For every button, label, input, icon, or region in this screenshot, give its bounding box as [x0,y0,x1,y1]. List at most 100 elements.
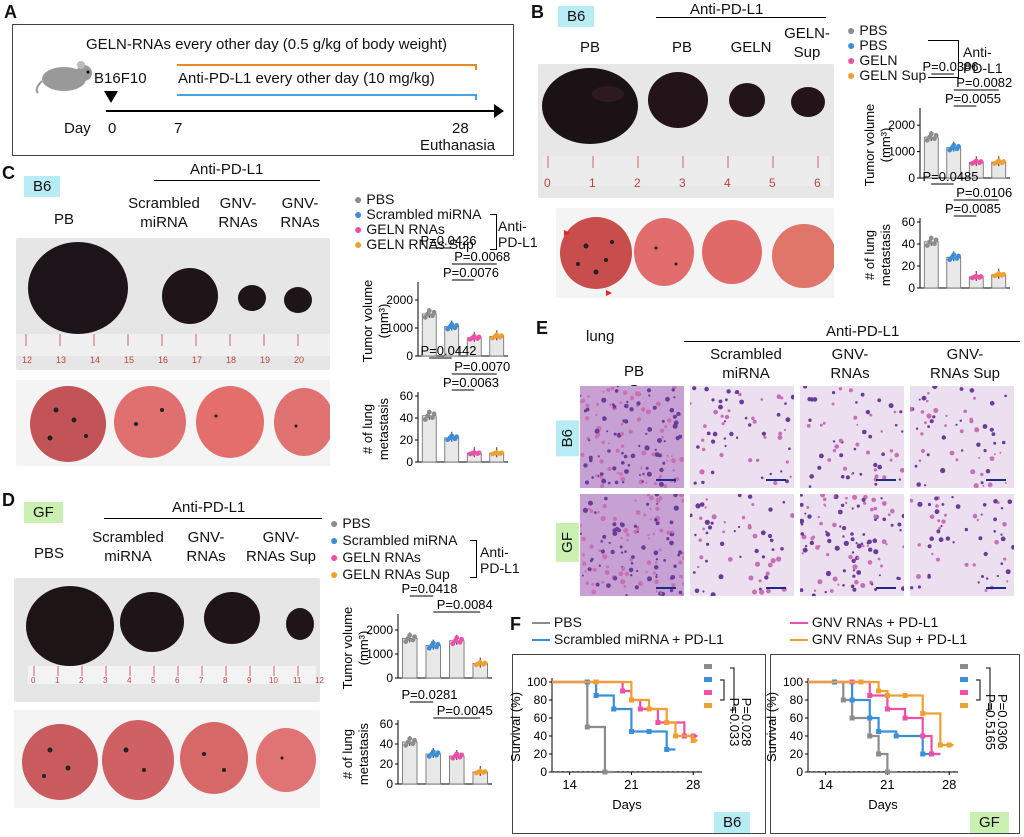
side-marker-3 [960,703,968,708]
panel-d-lung-photo [14,710,320,808]
censor-mark [611,706,617,712]
legend-b-gelnsup: GELN Sup [859,67,927,83]
data-point [973,158,979,164]
legend-b-pbs: PBS [859,22,888,38]
data-point [454,434,459,440]
data-point [951,142,957,148]
y-axis-label: # of lung [360,404,375,454]
x-tick-label: 28 [942,777,956,792]
data-point [454,635,460,641]
panel-c-cond-4: GNV- RNAs [280,195,320,231]
panel-f-tag-b6: B6 [714,812,751,833]
censor-mark [628,697,634,703]
panel-d-ruler-7: 7 [199,676,204,685]
censor-mark [876,729,882,734]
y-axis-label: (mm³) [376,304,391,339]
y-tick-label: 20 [902,259,916,273]
data-point [430,415,435,421]
censor-mark [867,715,873,721]
data-point [476,334,482,340]
legend-c-group: Anti- PD-L1 [498,218,538,250]
day-0: 0 [108,120,117,137]
p-value-label: P=0.0070 [454,359,510,374]
data-point [499,450,504,456]
y-tick-label: 2000 [888,118,915,132]
panel-d-tag: GF [24,502,63,523]
panel-c-ruler-19: 19 [260,355,271,365]
euthanasia-label: Euthanasia [420,137,496,154]
data-point [978,159,984,164]
censor-mark [884,706,890,712]
y-axis-label: (mm³) [878,128,893,163]
p-value-label: P=0.0055 [945,91,1001,106]
y-tick-label: 40 [380,737,394,751]
data-point [430,749,436,754]
panel-c-lung-photo [16,380,334,466]
legend-f-gnv: GNV RNAs + PD-L1 [811,614,939,630]
censor-mark [628,729,634,734]
panel-d-ruler-8: 8 [223,676,228,685]
panel-d-ruler-1: 1 [55,676,60,685]
p-value-2: P=0.0306 [995,694,1010,750]
legend-c-pbs: PBS [366,191,395,207]
censor-mark [593,679,599,685]
y-tick-label: 80 [790,693,804,707]
y-tick-label: 0 [386,671,393,685]
legend-c-scr: Scrambled miRNA [366,206,482,222]
data-point [454,323,459,328]
x-axis-label: Days [612,797,642,812]
panel-d-cond-1: PBS [33,545,64,562]
survival-chart-1: 100 80 60 40 20 0 14 21 28 Days Survival (%) P=0.51… [764,664,1010,812]
y-axis-label: Tumor volume [360,280,375,363]
panel-d-legend: ● PBS ● Scrambled miRNA ● GELN RNAs ● GE… [330,515,458,582]
data-point [431,411,437,417]
y-tick-label: 100 [783,675,803,689]
y-tick-label: 40 [790,729,804,743]
y-tick-label: 40 [400,411,414,425]
y-axis-label: Tumor volume [340,607,355,690]
day-label: Day [64,120,91,137]
data-point [933,237,939,243]
histology-tile-r1-c1 [580,386,684,488]
side-marker-1 [960,677,968,682]
panel-b-cond-4: GELN- Sup [784,25,830,61]
panel-c-ruler-18: 18 [226,355,237,365]
data-point [996,271,1002,277]
censor-mark [876,688,882,694]
y-tick-label: 0 [908,171,915,185]
censor-mark [876,751,882,757]
day-28: 28 [452,120,469,137]
panel-d-ruler-5: 5 [151,676,156,685]
y-tick-label: 2000 [366,623,393,637]
censor-mark [840,697,846,703]
panel-d-cond-4: GNV- RNAs Sup [245,529,317,565]
panel-b-letter: B [531,2,544,22]
legend-b-pbs2: PBS [859,37,888,53]
side-marker-3 [704,703,712,708]
data-point [426,308,432,314]
y-tick-label: 60 [534,711,548,725]
panel-c-letter: C [2,163,15,183]
panel-d-ruler-11: 11 [293,676,302,685]
panel-b-cond-1: PB [579,39,600,56]
b16f10-label: B16F10 [94,70,147,87]
legend-f-pbs: PBS [553,614,582,630]
legend-c-bracket [490,214,497,250]
y-axis-label: # of lung [340,729,355,779]
timeline-arrow-icon [494,104,504,118]
censor-mark [902,693,908,698]
panel-e-tissue: lung [586,328,615,345]
panel-b-group-line [656,17,826,18]
panel-c-group-line [154,180,320,181]
data-point [459,752,464,758]
panel-b-ruler-4: 4 [724,176,731,190]
censor-mark [929,751,935,757]
data-point [1001,159,1006,164]
side-marker-0 [960,664,968,669]
panel-c-ruler-13: 13 [56,355,67,365]
data-point [477,660,483,665]
y-tick-label: 20 [534,747,548,761]
data-point [412,737,417,743]
p-value-label: P=0.0085 [945,201,1001,216]
